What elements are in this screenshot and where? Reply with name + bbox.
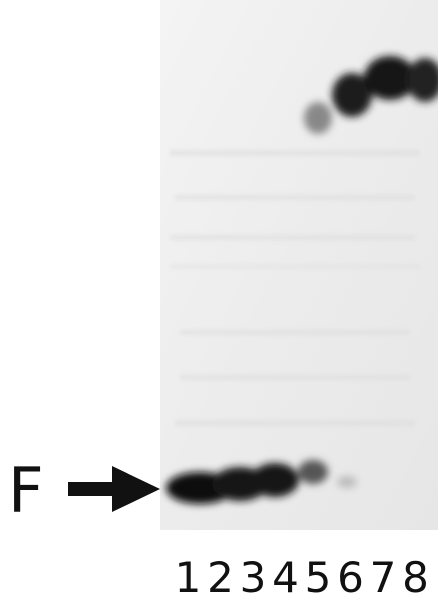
gel-figure: F 12345678 xyxy=(0,0,438,597)
lane-label: 6 xyxy=(337,553,364,597)
lane-label: 1 xyxy=(175,553,202,597)
lane-label: 7 xyxy=(370,553,397,597)
lane-label: 8 xyxy=(402,553,429,597)
lane-label: 2 xyxy=(207,553,234,597)
lane-label: 3 xyxy=(240,553,267,597)
arrow xyxy=(68,466,160,512)
lane-label: 4 xyxy=(272,553,299,597)
band-label: F xyxy=(8,454,44,527)
lane-label: 5 xyxy=(305,553,332,597)
